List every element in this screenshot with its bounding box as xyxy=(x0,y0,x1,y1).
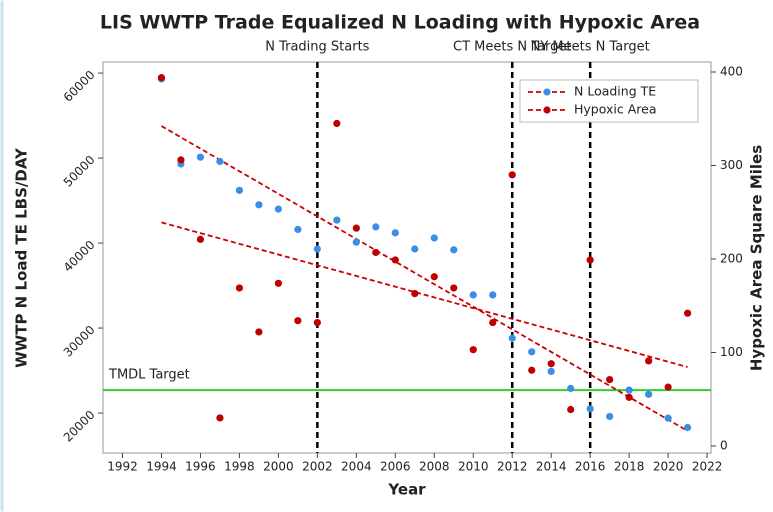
data-point xyxy=(528,366,536,374)
x-tick-label: 1992 xyxy=(107,460,138,474)
y-axis-title: WWTP N Load TE LBS/DAY xyxy=(13,147,31,368)
data-point xyxy=(372,223,380,231)
data-point xyxy=(235,186,244,194)
x-tick-label: 1998 xyxy=(224,460,255,474)
data-point xyxy=(352,224,360,232)
data-point xyxy=(274,279,282,287)
data-point xyxy=(606,412,614,421)
x-tick-label: 2014 xyxy=(536,460,567,474)
data-point xyxy=(333,119,341,128)
data-point xyxy=(157,74,166,82)
data-point xyxy=(196,235,205,243)
data-point xyxy=(294,317,302,325)
x-tick-label: 2000 xyxy=(263,460,294,474)
data-point xyxy=(684,423,692,432)
x-axis-title: Year xyxy=(387,481,426,499)
legend-marker xyxy=(543,106,551,114)
data-point xyxy=(430,273,438,281)
trend-line xyxy=(161,125,689,432)
data-point xyxy=(469,291,477,299)
data-point xyxy=(313,318,321,327)
data-point xyxy=(625,386,633,394)
x-tick-label: 2016 xyxy=(575,460,606,474)
data-point xyxy=(489,318,497,327)
legend-label: N Loading TE xyxy=(574,84,656,99)
data-point xyxy=(255,328,263,336)
frame-edge xyxy=(0,0,4,512)
data-point xyxy=(216,414,224,422)
data-point xyxy=(547,367,555,375)
data-point xyxy=(664,414,672,422)
data-point xyxy=(508,334,516,342)
data-point xyxy=(567,405,575,414)
x-tick-label: 2018 xyxy=(614,460,645,474)
data-point xyxy=(586,256,594,264)
data-point xyxy=(645,357,653,365)
data-point xyxy=(606,376,614,384)
data-point xyxy=(333,216,341,224)
data-point xyxy=(274,205,282,213)
chart-title: LIS WWTP Trade Equalized N Loading with … xyxy=(100,12,700,34)
data-point xyxy=(177,156,185,164)
y2-tick-label: 200 xyxy=(720,251,743,265)
data-point xyxy=(352,238,360,246)
data-point xyxy=(567,384,575,392)
data-point xyxy=(313,245,321,253)
y2-tick-label: 400 xyxy=(720,65,743,79)
reference-label: CT Meets N Target xyxy=(453,40,571,55)
data-point xyxy=(255,201,263,209)
data-point xyxy=(450,246,458,254)
data-point xyxy=(547,360,555,368)
x-tick-label: 2020 xyxy=(653,460,684,474)
data-point xyxy=(294,225,302,234)
reference-label: N Trading Starts xyxy=(265,40,369,55)
x-tick-label: 2006 xyxy=(380,460,411,474)
y2-axis-title: Hypoxic Area Square Miles xyxy=(748,145,766,371)
x-tick-label: 1996 xyxy=(185,460,216,474)
data-point xyxy=(645,390,653,398)
data-point xyxy=(508,171,516,179)
data-point xyxy=(469,346,477,354)
y2-tick-label: 0 xyxy=(720,438,728,452)
legend-marker xyxy=(543,88,551,96)
x-tick-label: 2022 xyxy=(692,460,723,474)
x-tick-label: 2010 xyxy=(458,460,489,474)
data-point xyxy=(235,284,244,292)
data-point xyxy=(528,348,536,356)
x-tick-label: 2002 xyxy=(302,460,333,474)
legend-label: Hypoxic Area xyxy=(574,102,656,117)
plot-frame xyxy=(102,61,712,454)
legend-box xyxy=(519,79,699,123)
data-point xyxy=(411,289,419,298)
data-point xyxy=(430,234,438,242)
reference-label: NY Meets N Target xyxy=(531,40,650,55)
data-point xyxy=(196,153,205,161)
x-tick-label: 2012 xyxy=(497,460,528,474)
data-point xyxy=(664,383,672,391)
y2-tick-label: 300 xyxy=(720,158,743,172)
data-point xyxy=(391,229,399,237)
data-point xyxy=(391,256,399,264)
x-tick-label: 1994 xyxy=(146,460,177,474)
x-tick-label: 2008 xyxy=(419,460,450,474)
data-point xyxy=(216,157,224,166)
tmdl-label: TMDL Target xyxy=(108,368,190,383)
data-point xyxy=(450,284,458,292)
data-point xyxy=(411,245,419,253)
data-point xyxy=(489,291,497,299)
data-point xyxy=(586,405,594,413)
data-point xyxy=(625,393,633,401)
y2-tick-label: 100 xyxy=(720,345,743,359)
x-tick-label: 2004 xyxy=(341,460,372,474)
data-point xyxy=(372,248,380,257)
data-point xyxy=(684,309,692,317)
trend-line xyxy=(161,221,688,368)
